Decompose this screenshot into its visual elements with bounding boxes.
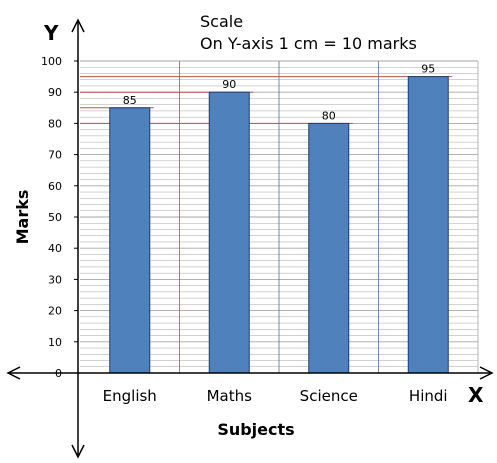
y-axis-title: Marks — [13, 190, 32, 245]
bar-science — [308, 122, 350, 374]
bars — [109, 76, 449, 374]
y-tick-label: 40 — [48, 242, 62, 255]
scale-note: On Y-axis 1 cm = 10 marks — [200, 34, 417, 53]
y-tick-label: 70 — [48, 149, 62, 162]
y-tick-label: 80 — [48, 117, 62, 130]
y-tick-label: 90 — [48, 86, 62, 99]
scale-title: Scale — [200, 12, 243, 31]
y-axis-letter: Y — [43, 21, 59, 45]
data-label: 85 — [123, 94, 137, 107]
data-label: 95 — [421, 63, 435, 76]
bar-english — [109, 107, 151, 374]
data-label: 90 — [222, 78, 236, 91]
x-tick-label: English — [103, 387, 157, 405]
y-tick-label: 50 — [48, 211, 62, 224]
x-tick-label: Maths — [207, 387, 253, 405]
y-axis-arrow-down — [71, 444, 85, 459]
x-tick-label: Hindi — [409, 387, 448, 405]
y-tick-label: 60 — [48, 180, 62, 193]
x-axis-letter: X — [468, 383, 484, 407]
bar-hindi — [407, 76, 449, 374]
y-tick-label: 0 — [55, 367, 62, 380]
y-axis-arrow-up — [71, 18, 85, 33]
x-axis-title: Subjects — [217, 420, 294, 439]
x-tick-label: Science — [300, 387, 358, 405]
y-tick-label: 20 — [48, 305, 62, 318]
y-tick-label: 30 — [48, 273, 62, 286]
x-axis-arrow-left — [6, 366, 21, 380]
bar-maths — [208, 91, 250, 374]
axes — [6, 18, 494, 459]
y-tick-label: 100 — [41, 55, 62, 68]
x-axis-arrow-right — [479, 366, 494, 380]
data-label: 80 — [322, 109, 336, 122]
labels: 85 English 90 Maths 80 Science 95 Hindi 0 10 20 30 4… — [41, 55, 448, 405]
y-tick-label: 10 — [48, 336, 62, 349]
